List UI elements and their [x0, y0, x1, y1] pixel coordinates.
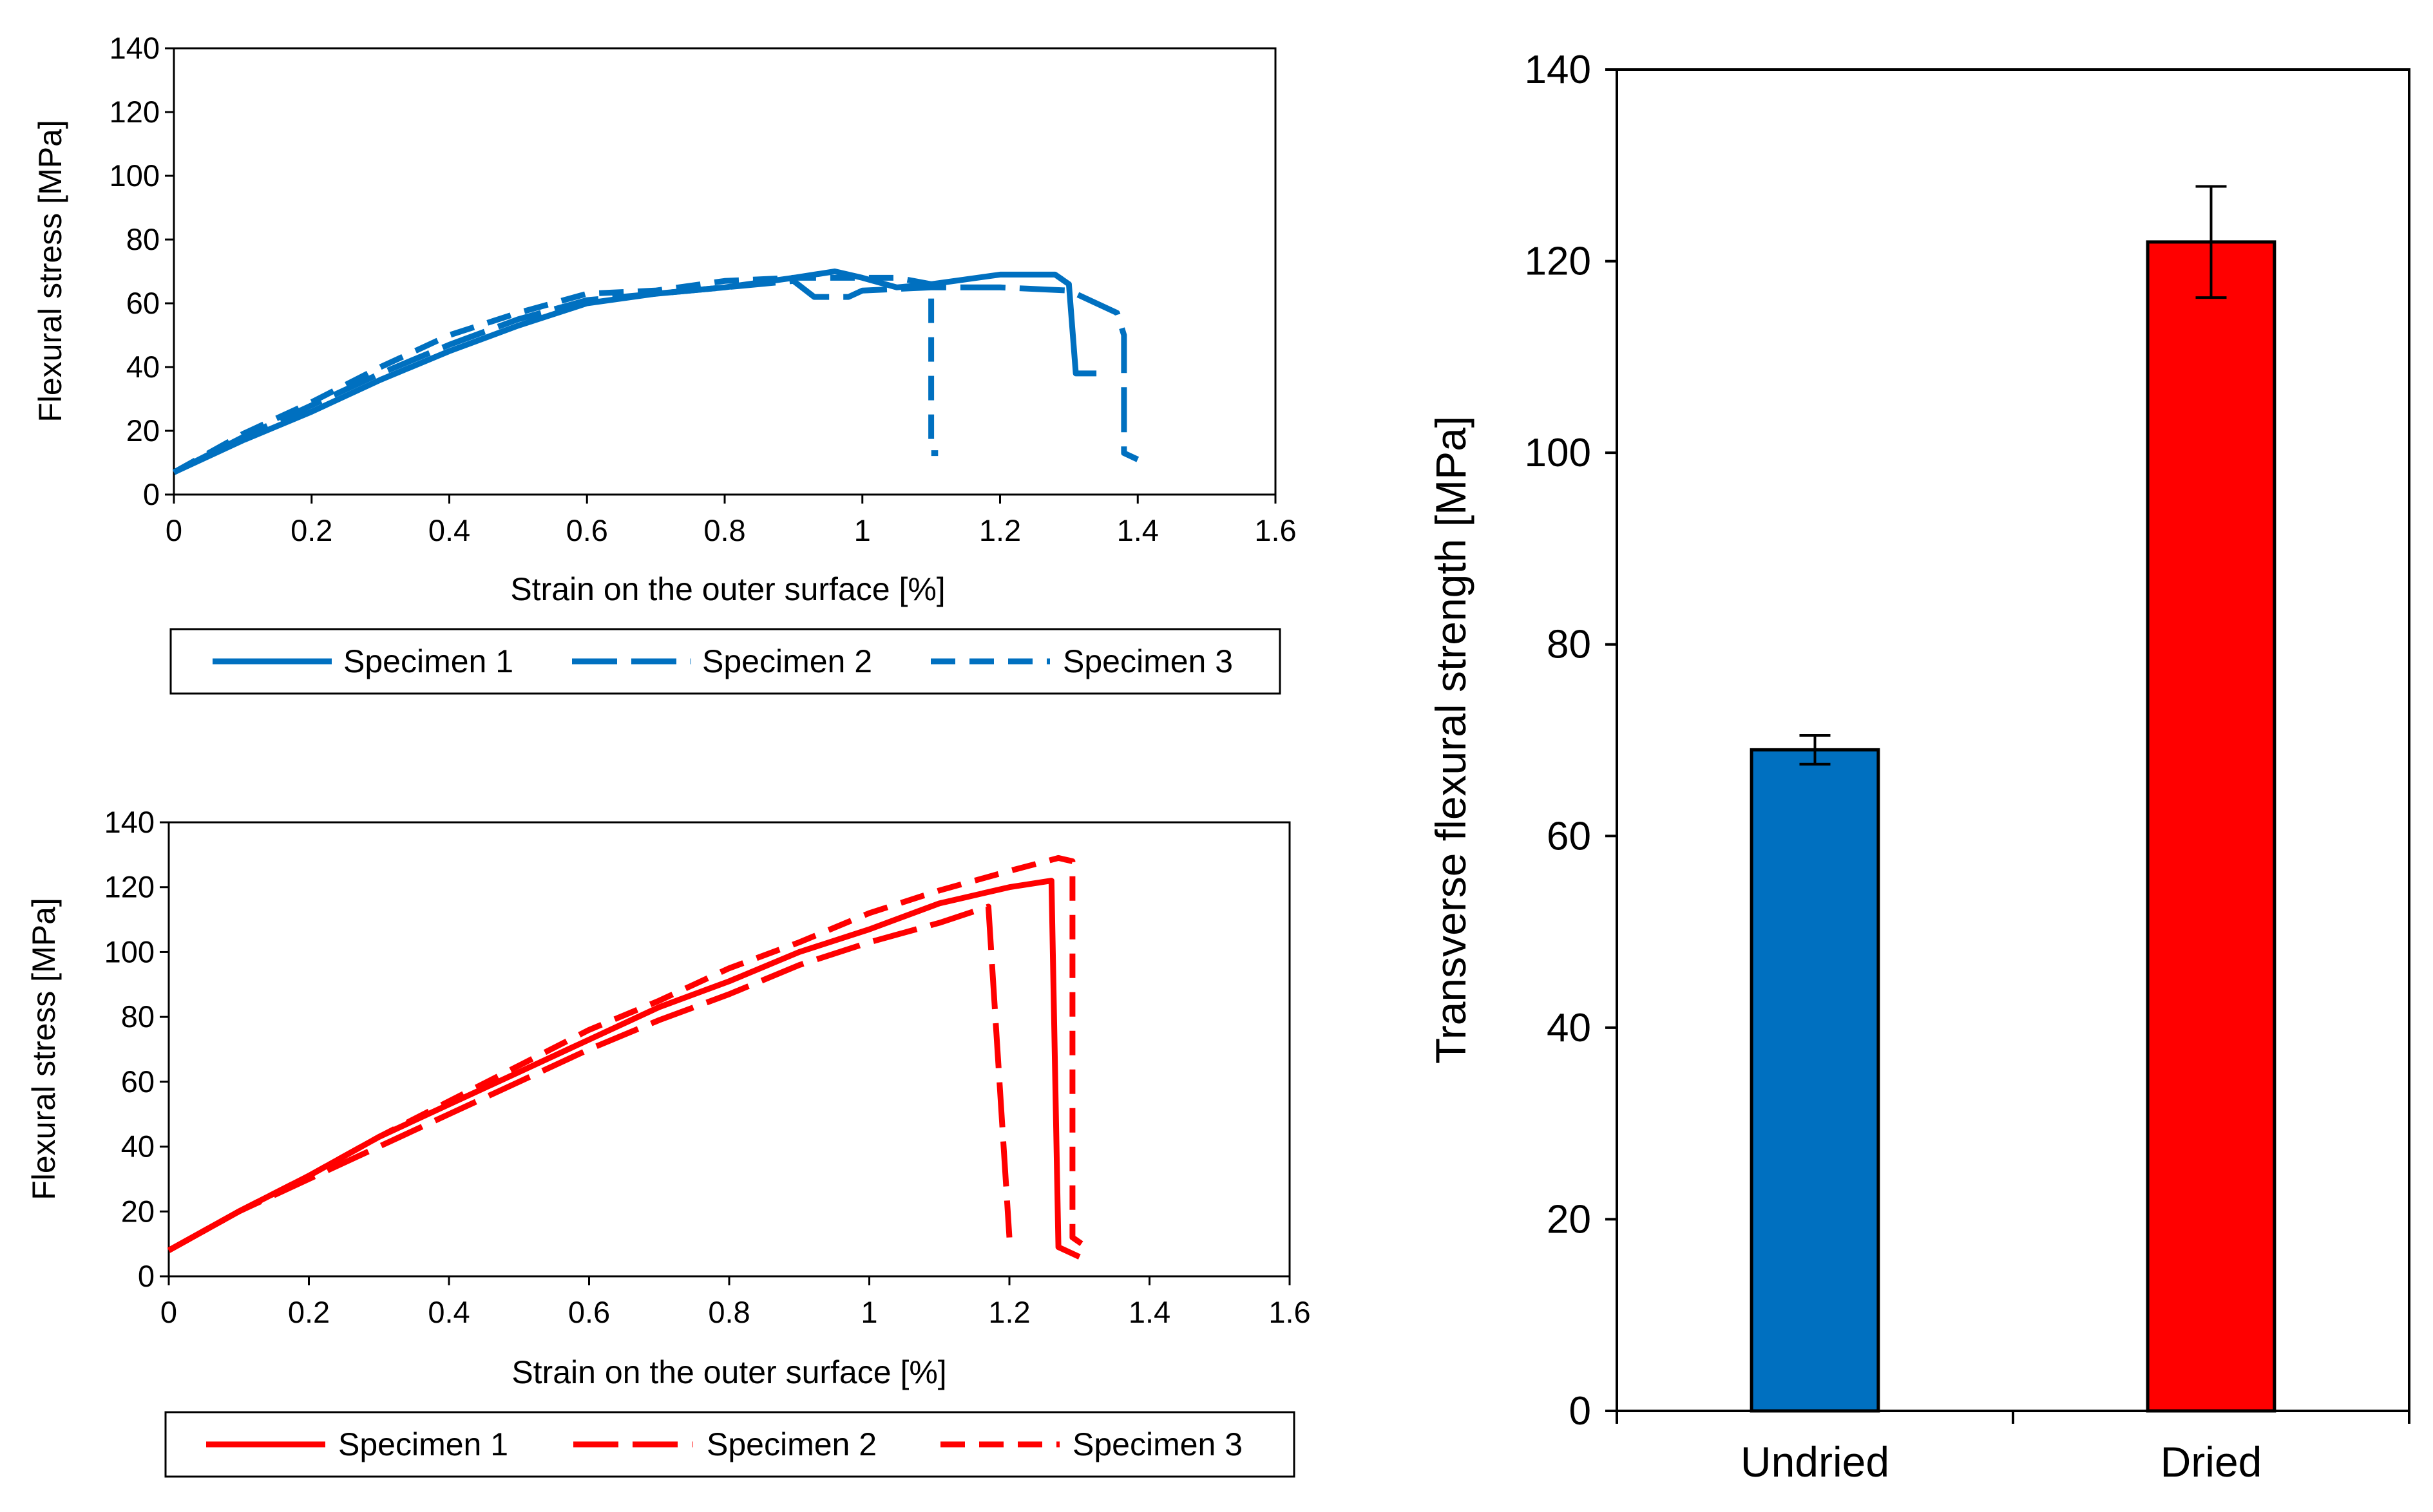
- dried-series-lines: [167, 855, 1089, 1260]
- dried-legend-box: [164, 1411, 1295, 1478]
- undried-series-lines: [172, 269, 1140, 475]
- p1-x-tick-label: 1.6: [1254, 513, 1296, 547]
- undried-y-ticks: 0 20 40 60 80 100 120 140: [110, 31, 174, 511]
- p2-x-tick-label: 1.2: [988, 1295, 1030, 1329]
- bar-category-label: Undried: [1741, 1438, 1889, 1486]
- p2-series-3-line: [167, 855, 1089, 1253]
- bar-y-ticks: 0 20 40 60 80 100 120 140: [1525, 48, 1617, 1433]
- p2-x-tick-label: 0.4: [428, 1295, 470, 1329]
- p1-y-tick-label: 80: [126, 222, 160, 256]
- p1-y-tick-label: 20: [126, 413, 160, 448]
- p1-x-tick-label: 1.2: [979, 513, 1021, 547]
- undried-legend-label-1: Specimen 1: [343, 643, 513, 679]
- p2-x-tick-label: 0: [160, 1295, 177, 1329]
- p2-series-2-line: [167, 903, 1013, 1253]
- p1-y-tick-label: 60: [126, 286, 160, 320]
- dried-y-axis-label: Flexural stress [MPa]: [26, 898, 62, 1200]
- dried-legend: Specimen 1 Specimen 2 Specimen 3: [164, 1411, 1295, 1478]
- p1-y-tick-label: 140: [110, 31, 160, 65]
- p2-y-tick-label: 80: [121, 999, 155, 1034]
- p1-y-tick-label: 40: [126, 350, 160, 384]
- undried-plot-frame: [173, 47, 1277, 496]
- bar-y-tick-label: 0: [1569, 1389, 1591, 1433]
- p2-y-tick-label: 140: [104, 805, 155, 839]
- p1-y-tick-label: 100: [110, 158, 160, 193]
- undried-x-axis-label: Strain on the outer surface [%]: [510, 571, 945, 607]
- p1-x-tick-label: 1: [854, 513, 871, 547]
- p1-y-tick-label: 0: [143, 477, 160, 511]
- p2-series-1-line: [167, 878, 1081, 1260]
- bar-y-tick-label: 140: [1525, 48, 1591, 92]
- dried-legend-label-2: Specimen 2: [707, 1426, 877, 1462]
- bar-marks: Undried Dried: [1616, 185, 2410, 1486]
- undried-legend-label-2: Specimen 2: [702, 643, 872, 679]
- p1-series-2-line: [172, 278, 1140, 475]
- p2-x-tick-label: 0.8: [708, 1295, 750, 1329]
- p1-series-1-line: [173, 269, 1097, 475]
- undried-legend-label-3: Specimen 3: [1063, 643, 1233, 679]
- dried-y-ticks: 0 20 40 60 80 100 120 140: [104, 805, 169, 1293]
- p2-x-tick-label: 1.6: [1268, 1295, 1310, 1329]
- p1-x-tick-label: 0: [166, 513, 182, 547]
- bar-y-tick-label: 20: [1547, 1197, 1591, 1242]
- bar-y-tick-label: 100: [1525, 431, 1591, 475]
- dried-legend-label-3: Specimen 3: [1073, 1426, 1243, 1462]
- undried-x-ticks: 0 0.2 0.4 0.6 0.8 1 1.2 1.4 1.6: [166, 495, 1297, 547]
- p1-y-tick-label: 120: [110, 95, 160, 129]
- p1-x-tick-label: 1.4: [1117, 513, 1159, 547]
- p2-y-tick-label: 100: [104, 934, 155, 969]
- undried-stress-strain-chart: 0 20 40 60 80 100 120 140 0 0.2 0.4 0.6 0.8 1 1.2 1.4 1…: [32, 31, 1297, 695]
- p2-x-tick-label: 1.4: [1129, 1295, 1170, 1329]
- dried-legend-label-1: Specimen 1: [338, 1426, 508, 1462]
- dried-x-axis-label: Strain on the outer surface [%]: [511, 1354, 946, 1390]
- undried-legend-box: [169, 628, 1281, 695]
- bar-dried: [2146, 240, 2276, 1413]
- strength-bar-chart: 0 20 40 60 80 100 120 140 Undried Dried Transver…: [1427, 48, 2410, 1486]
- bar-y-tick-label: 40: [1547, 1006, 1591, 1050]
- bar-y-axis-label: Transverse flexural strength [MPa]: [1427, 416, 1474, 1064]
- p2-x-tick-label: 1: [861, 1295, 877, 1329]
- p2-y-tick-label: 0: [138, 1259, 155, 1293]
- dried-stress-strain-chart: 0 20 40 60 80 100 120 140 0 0.2 0.4 0.6 0.8 1 1.2 1.4 1…: [26, 805, 1311, 1478]
- p2-x-tick-label: 0.2: [288, 1295, 330, 1329]
- dried-x-ticks: 0 0.2 0.4 0.6 0.8 1 1.2 1.4 1.6: [160, 1276, 1311, 1329]
- p1-x-tick-label: 0.6: [566, 513, 608, 547]
- undried-y-axis-label: Flexural stress [MPa]: [32, 120, 68, 422]
- p2-y-tick-label: 20: [121, 1194, 155, 1228]
- p2-y-tick-label: 120: [104, 870, 155, 904]
- p2-x-tick-label: 0.6: [568, 1295, 610, 1329]
- bar-plot-frame: [1616, 68, 2410, 1412]
- p1-x-tick-label: 0.2: [291, 513, 332, 547]
- undried-legend: Specimen 1 Specimen 2 Specimen 3: [169, 628, 1281, 695]
- bar-undried: [1750, 748, 1880, 1413]
- p1-series-3-line: [172, 274, 939, 475]
- dried-plot-frame: [167, 821, 1291, 1278]
- bar-category-label: Dried: [2161, 1438, 2262, 1486]
- bar-y-tick-label: 80: [1547, 623, 1591, 667]
- p2-y-tick-label: 40: [121, 1129, 155, 1164]
- bar-y-tick-label: 60: [1547, 814, 1591, 858]
- bar-y-tick-label: 120: [1525, 240, 1591, 284]
- p1-x-tick-label: 0.8: [703, 513, 745, 547]
- p2-y-tick-label: 60: [121, 1064, 155, 1099]
- p1-x-tick-label: 0.4: [428, 513, 470, 547]
